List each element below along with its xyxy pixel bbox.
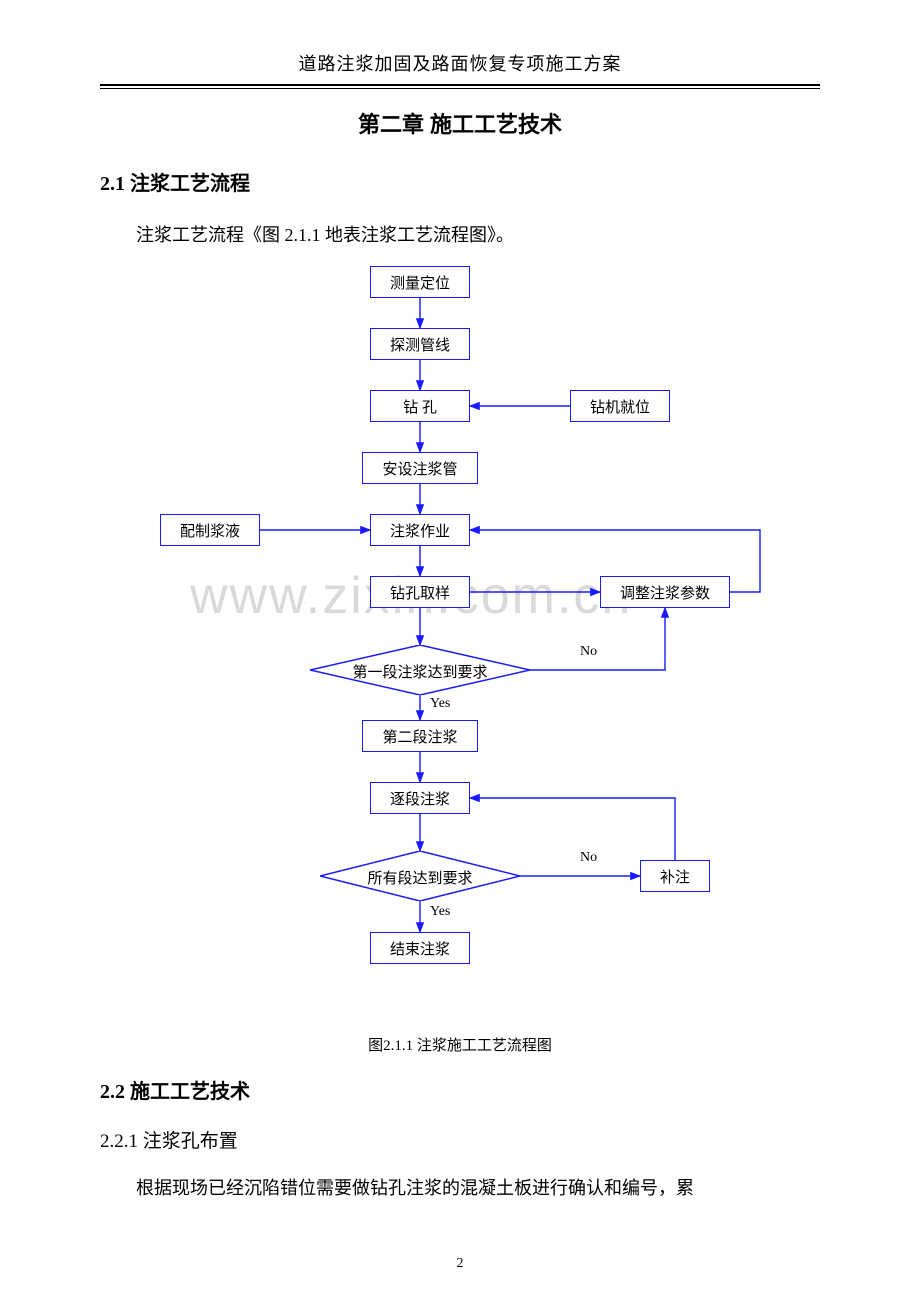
- node-drill: 钻 孔: [370, 390, 470, 422]
- subsection-number: 2.2.1: [100, 1131, 138, 1152]
- node-rig-position: 钻机就位: [570, 390, 670, 422]
- label-no-2: No: [580, 850, 597, 866]
- decision-stage1-label: 第一段注浆达到要求: [310, 661, 530, 682]
- flowchart: www.zixin.com.cn: [100, 266, 820, 1026]
- label-no-1: No: [580, 644, 597, 660]
- label-yes-2: Yes: [430, 904, 450, 920]
- flowchart-caption: 图2.1.1 注浆施工工艺流程图: [100, 1034, 820, 1055]
- section-text: 注浆工艺流程: [125, 173, 250, 195]
- node-adjust-params: 调整注浆参数: [600, 576, 730, 608]
- decision-all-stages-label: 所有段达到要求: [320, 867, 520, 888]
- node-stage2: 第二段注浆: [362, 720, 478, 752]
- node-measure: 测量定位: [370, 266, 470, 298]
- node-prepare-slurry: 配制浆液: [160, 514, 260, 546]
- subsection-text: 注浆孔布置: [138, 1131, 238, 1152]
- node-detect-pipe: 探测管线: [370, 328, 470, 360]
- section-2-1-body: 注浆工艺流程《图 2.1.1 地表注浆工艺流程图》。: [100, 218, 820, 252]
- node-install-pipe: 安设注浆管: [362, 452, 478, 484]
- node-grouting: 注浆作业: [370, 514, 470, 546]
- label-yes-1: Yes: [430, 696, 450, 712]
- section-2-2-title: 2.2 施工工艺技术: [100, 1075, 820, 1104]
- section-number: 2.1: [100, 173, 125, 195]
- node-end: 结束注浆: [370, 932, 470, 964]
- node-core-sample: 钻孔取样: [370, 576, 470, 608]
- node-each-stage: 逐段注浆: [370, 782, 470, 814]
- running-header: 道路注浆加固及路面恢复专项施工方案: [100, 50, 820, 82]
- header-rule: [100, 84, 820, 89]
- section-number: 2.2: [100, 1081, 125, 1103]
- node-supplement: 补注: [640, 860, 710, 892]
- chapter-title: 第二章 施工工艺技术: [100, 107, 820, 139]
- section-2-1-title: 2.1 注浆工艺流程: [100, 167, 820, 196]
- section-2-2-1-title: 2.2.1 注浆孔布置: [100, 1126, 820, 1153]
- section-text: 施工工艺技术: [125, 1081, 250, 1103]
- page-number: 2: [0, 1256, 920, 1272]
- section-2-2-1-body: 根据现场已经沉陷错位需要做钻孔注浆的混凝土板进行确认和编号，累: [100, 1171, 820, 1205]
